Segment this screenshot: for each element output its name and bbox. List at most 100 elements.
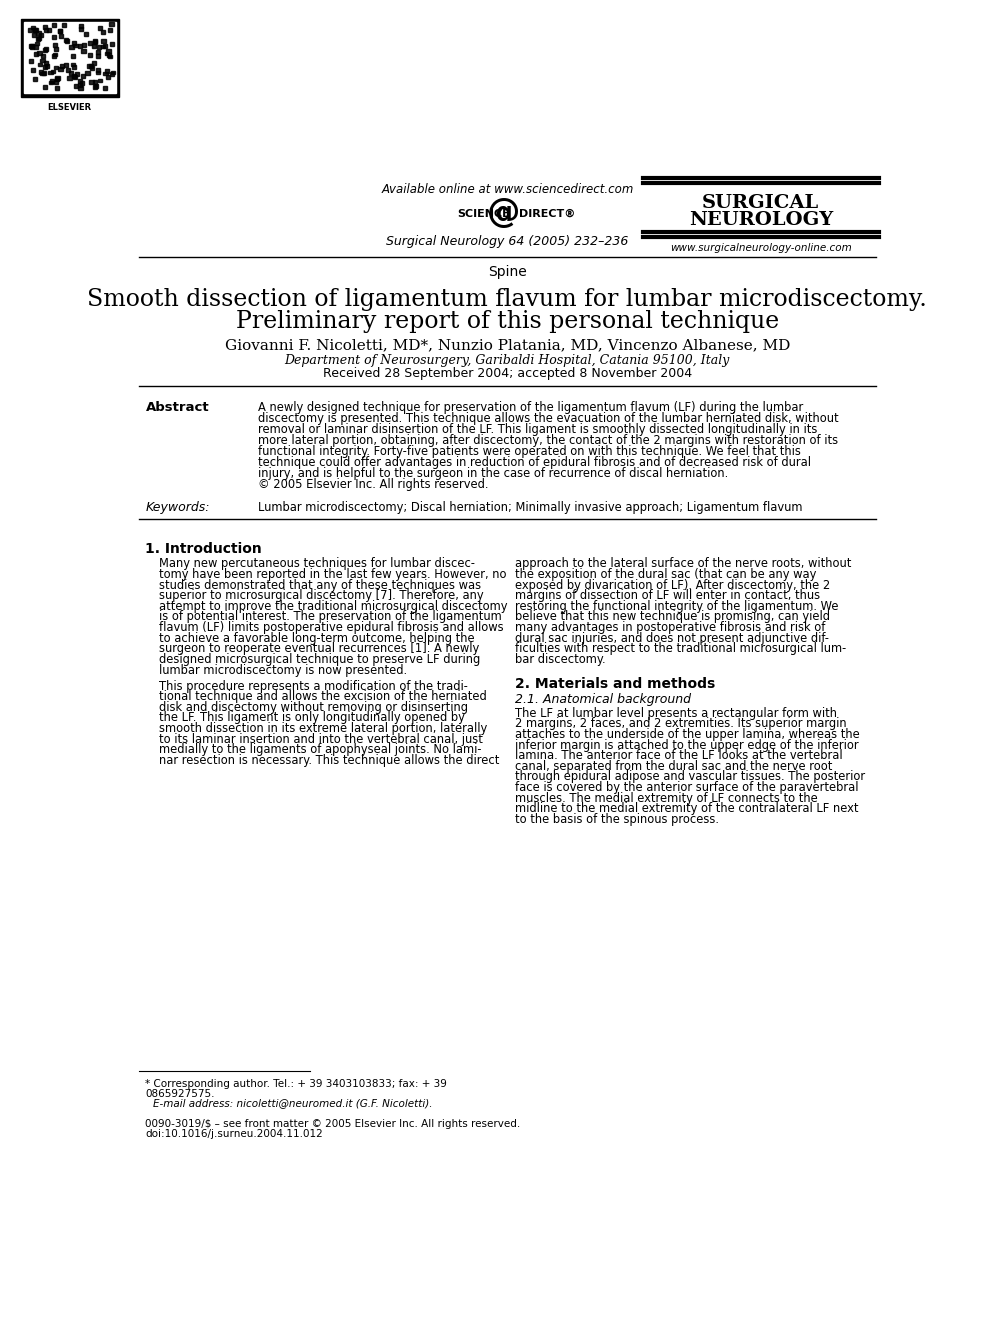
- Text: more lateral portion, obtaining, after discectomy, the contact of the 2 margins : more lateral portion, obtaining, after d…: [257, 434, 838, 447]
- Bar: [50, 79, 54, 83]
- Bar: [108, 28, 113, 32]
- Bar: [38, 62, 42, 66]
- Text: Giovanni F. Nicoletti, MD*, Nunzio Platania, MD, Vincenzo Albanese, MD: Giovanni F. Nicoletti, MD*, Nunzio Plata…: [225, 338, 790, 352]
- Bar: [92, 44, 96, 48]
- Text: technique could offer advantages in reduction of epidural fibrosis and of decrea: technique could offer advantages in redu…: [257, 455, 811, 469]
- Bar: [98, 79, 102, 82]
- Bar: [32, 33, 37, 37]
- Bar: [97, 45, 101, 49]
- Text: www.surgicalneurology-online.com: www.surgicalneurology-online.com: [670, 243, 851, 253]
- Bar: [36, 37, 40, 41]
- Bar: [41, 71, 45, 75]
- Bar: [96, 50, 100, 54]
- Text: Surgical Neurology 64 (2005) 232–236: Surgical Neurology 64 (2005) 232–236: [386, 235, 629, 248]
- Bar: [51, 34, 56, 38]
- Text: Preliminary report of this personal technique: Preliminary report of this personal tech…: [236, 310, 779, 333]
- Bar: [59, 34, 63, 38]
- Text: A newly designed technique for preservation of the ligamentum flavum (LF) during: A newly designed technique for preservat…: [257, 401, 803, 414]
- Text: 2 margins, 2 faces, and 2 extremities. Its superior margin: 2 margins, 2 faces, and 2 extremities. I…: [515, 717, 846, 730]
- Text: functional integrity. Forty-five patients were operated on with this technique. : functional integrity. Forty-five patient…: [257, 445, 801, 458]
- Bar: [85, 71, 90, 75]
- Text: @: @: [487, 195, 520, 228]
- Bar: [78, 86, 82, 90]
- Text: attempt to improve the traditional microsurgical discectomy: attempt to improve the traditional micro…: [159, 599, 508, 612]
- Bar: [34, 45, 38, 49]
- Text: attaches to the underside of the upper lamina, whereas the: attaches to the underside of the upper l…: [515, 727, 860, 741]
- Bar: [43, 25, 47, 29]
- Bar: [64, 63, 68, 66]
- Text: to the basis of the spinous process.: to the basis of the spinous process.: [515, 813, 719, 826]
- Text: superior to microsurgical discectomy [7]. Therefore, any: superior to microsurgical discectomy [7]…: [159, 589, 484, 602]
- Text: injury, and is helpful to the surgeon in the case of recurrence of discal hernia: injury, and is helpful to the surgeon in…: [257, 467, 728, 480]
- Text: to its laminar insertion and into the vertebral canal, just: to its laminar insertion and into the ve…: [159, 733, 483, 746]
- Bar: [31, 69, 36, 73]
- Text: flavum (LF) limits postoperative epidural fibrosis and allows: flavum (LF) limits postoperative epidura…: [159, 620, 504, 634]
- Bar: [41, 58, 45, 62]
- Bar: [106, 49, 111, 53]
- Bar: [43, 48, 48, 51]
- Bar: [107, 53, 112, 57]
- Text: Spine: Spine: [488, 265, 527, 280]
- Bar: [47, 29, 50, 32]
- Text: The LF at lumbar level presents a rectangular form with: The LF at lumbar level presents a rectan…: [515, 706, 838, 719]
- Text: doi:10.1016/j.surneu.2004.11.012: doi:10.1016/j.surneu.2004.11.012: [146, 1130, 323, 1139]
- Bar: [89, 63, 93, 67]
- Bar: [73, 44, 77, 48]
- Text: surgeon to reoperate eventual recurrences [1]. A newly: surgeon to reoperate eventual recurrence…: [159, 643, 479, 655]
- Bar: [80, 81, 84, 84]
- Text: designed microsurgical technique to preserve LF during: designed microsurgical technique to pres…: [159, 653, 481, 665]
- Bar: [44, 61, 49, 65]
- Bar: [53, 42, 57, 46]
- Bar: [96, 54, 100, 58]
- Text: 2.1. Anatomical background: 2.1. Anatomical background: [515, 693, 691, 706]
- Bar: [79, 28, 83, 32]
- Bar: [110, 73, 114, 75]
- Text: 0090-3019/$ – see front matter © 2005 Elsevier Inc. All rights reserved.: 0090-3019/$ – see front matter © 2005 El…: [146, 1119, 521, 1130]
- Bar: [58, 67, 62, 71]
- Bar: [34, 28, 38, 32]
- Text: E-mail address: nicoletti@neuromed.it (G.F. Nicoletti).: E-mail address: nicoletti@neuromed.it (G…: [153, 1098, 433, 1109]
- Bar: [108, 54, 112, 58]
- Text: SURGICAL: SURGICAL: [702, 194, 820, 213]
- Bar: [57, 29, 61, 33]
- Text: Abstract: Abstract: [146, 401, 209, 414]
- Text: midline to the medial extremity of the contralateral LF next: midline to the medial extremity of the c…: [515, 803, 858, 816]
- Bar: [43, 66, 47, 69]
- Bar: [74, 83, 78, 87]
- Bar: [69, 71, 73, 75]
- Bar: [67, 77, 71, 79]
- Bar: [93, 86, 97, 90]
- Bar: [70, 62, 74, 66]
- Bar: [46, 65, 50, 69]
- Bar: [79, 24, 83, 28]
- Text: approach to the lateral surface of the nerve roots, without: approach to the lateral surface of the n…: [515, 557, 851, 570]
- Bar: [66, 67, 70, 71]
- Bar: [94, 84, 98, 88]
- Bar: [81, 49, 85, 53]
- Bar: [103, 45, 107, 49]
- Bar: [29, 59, 33, 63]
- Bar: [53, 53, 57, 57]
- Bar: [93, 40, 97, 44]
- Bar: [37, 32, 41, 36]
- Bar: [54, 78, 59, 82]
- Bar: [110, 22, 114, 26]
- Bar: [81, 44, 86, 48]
- Bar: [101, 40, 106, 44]
- Text: bar discectomy.: bar discectomy.: [515, 653, 606, 665]
- Bar: [101, 30, 105, 34]
- Bar: [53, 66, 57, 70]
- Text: studies demonstrated that any of these techniques was: studies demonstrated that any of these t…: [159, 578, 481, 591]
- Text: Smooth dissection of ligamentum flavum for lumbar microdiscectomy.: Smooth dissection of ligamentum flavum f…: [87, 288, 928, 310]
- Bar: [73, 75, 77, 79]
- Bar: [21, 18, 119, 96]
- Text: Lumbar microdiscectomy; Discal herniation; Minimally invasive approach; Ligament: Lumbar microdiscectomy; Discal herniatio…: [257, 502, 802, 513]
- Text: to achieve a favorable long-term outcome, helping the: to achieve a favorable long-term outcome…: [159, 632, 475, 644]
- Bar: [30, 44, 34, 48]
- Text: medially to the ligaments of apophyseal joints. No lami-: medially to the ligaments of apophyseal …: [159, 743, 482, 756]
- Bar: [40, 33, 44, 37]
- Bar: [62, 24, 66, 26]
- Bar: [77, 83, 82, 87]
- Bar: [96, 69, 100, 73]
- Bar: [39, 70, 44, 74]
